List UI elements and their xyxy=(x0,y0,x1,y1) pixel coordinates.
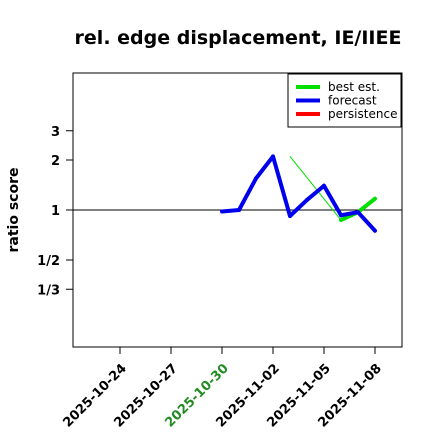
series-segment-forecast xyxy=(220,208,241,214)
y-tick-label: 1/2 xyxy=(37,254,60,269)
series-segment-best-est xyxy=(289,155,342,221)
y-tick-label: 1 xyxy=(51,204,60,219)
series-segment-forecast xyxy=(288,197,309,219)
series-segment-forecast xyxy=(305,183,326,202)
legend-label: best est. xyxy=(328,80,380,94)
legend-label: forecast xyxy=(328,94,377,108)
y-axis-label: ratio score xyxy=(6,168,22,253)
legend-label: persistence xyxy=(328,107,397,121)
y-tick-label: 1/3 xyxy=(37,283,60,298)
series-segment-forecast xyxy=(356,210,377,233)
series-segment-forecast xyxy=(322,183,343,218)
series-segment-forecast xyxy=(339,210,360,218)
series-segment-best-est xyxy=(356,196,377,215)
chart-title: rel. edge displacement, IE/IIEE xyxy=(75,27,402,49)
y-tick-label: 3 xyxy=(51,125,60,140)
series-segment-forecast xyxy=(271,154,292,219)
series-segment-forecast xyxy=(237,176,258,212)
series-segment-forecast xyxy=(254,154,275,181)
y-tick-label: 2 xyxy=(51,154,60,169)
